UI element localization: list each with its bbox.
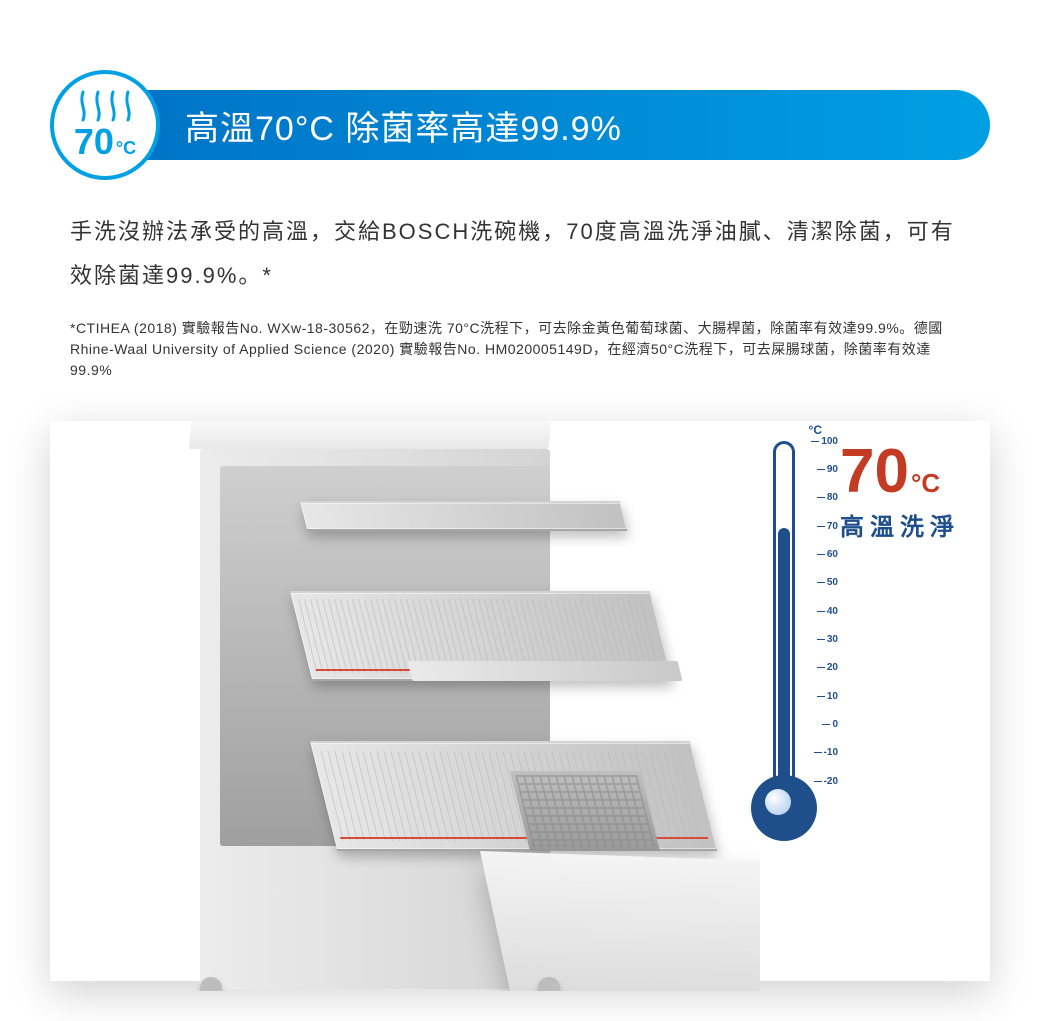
dishwasher-rack-top: [300, 501, 627, 531]
dishwasher-door: [480, 851, 760, 991]
thermo-tick: 50: [817, 578, 838, 588]
thermo-tick: 0: [822, 719, 838, 729]
callout-temp: 70 °C: [840, 441, 960, 503]
thermo-tick: 70: [817, 521, 838, 531]
thermo-ticks: 1009080706050403020100-10-20: [808, 441, 838, 781]
callout-temp-value: 70: [840, 441, 909, 503]
dishwasher-control-panel: [408, 661, 683, 681]
thermo-tick: 80: [817, 493, 838, 503]
thermo-tick: 30: [817, 634, 838, 644]
thermo-tick: 60: [817, 549, 838, 559]
thermo-tick: 90: [817, 464, 838, 474]
callout-temp-unit: °C: [911, 470, 940, 496]
thermo-tick: 40: [817, 606, 838, 616]
thermo-tick: -10: [814, 748, 838, 758]
thermometer: °C 1009080706050403020100-10-20: [752, 441, 816, 841]
infographic-page: 70 °C 高溫70°C 除菌率高達99.9% 手洗沒辦法承受的高溫，交給BOS…: [0, 0, 1040, 1021]
thermo-unit-label: °C: [809, 423, 822, 437]
product-visual: °C 1009080706050403020100-10-20 70 °C 高溫…: [50, 421, 990, 981]
foot-right: [538, 977, 560, 991]
badge-temp: 70 °C: [74, 124, 136, 160]
temperature-badge: 70 °C: [50, 70, 160, 180]
header-row: 70 °C 高溫70°C 除菌率高達99.9%: [50, 70, 990, 180]
thermo-tick: 20: [817, 663, 838, 673]
badge-temp-unit: °C: [116, 139, 136, 157]
banner-title: 高溫70°C 除菌率高達99.9%: [185, 101, 622, 150]
description-text: 手洗沒辦法承受的高溫，交給BOSCH洗碗機，70度高溫洗淨油膩、清潔除菌，可有效…: [70, 210, 970, 298]
thermo-tick: 100: [811, 436, 838, 446]
dishwasher-top: [189, 421, 552, 449]
thermo-tick: -20: [814, 776, 838, 786]
callout-subtitle: 高溫洗淨: [840, 507, 960, 542]
title-banner: 高溫70°C 除菌率高達99.9%: [105, 90, 990, 160]
temperature-callout: 70 °C 高溫洗淨: [840, 441, 960, 542]
thermo-tick: 10: [817, 691, 838, 701]
dishwasher-feet: [200, 977, 560, 991]
thermo-fill: [778, 528, 790, 783]
dishwasher-illustration: [160, 391, 760, 991]
cutlery-basket: [510, 771, 660, 851]
thermo-bulb: [751, 775, 817, 841]
thermometer-group: °C 1009080706050403020100-10-20 70 °C 高溫…: [752, 441, 960, 841]
badge-temp-value: 70: [74, 124, 114, 160]
fineprint-text: *CTIHEA (2018) 實驗報告No. WXw-18-30562，在勁速洗…: [70, 318, 970, 381]
heat-waves-icon: [77, 90, 133, 124]
dishwasher-rack-bottom: [310, 741, 717, 851]
foot-left: [200, 977, 222, 991]
